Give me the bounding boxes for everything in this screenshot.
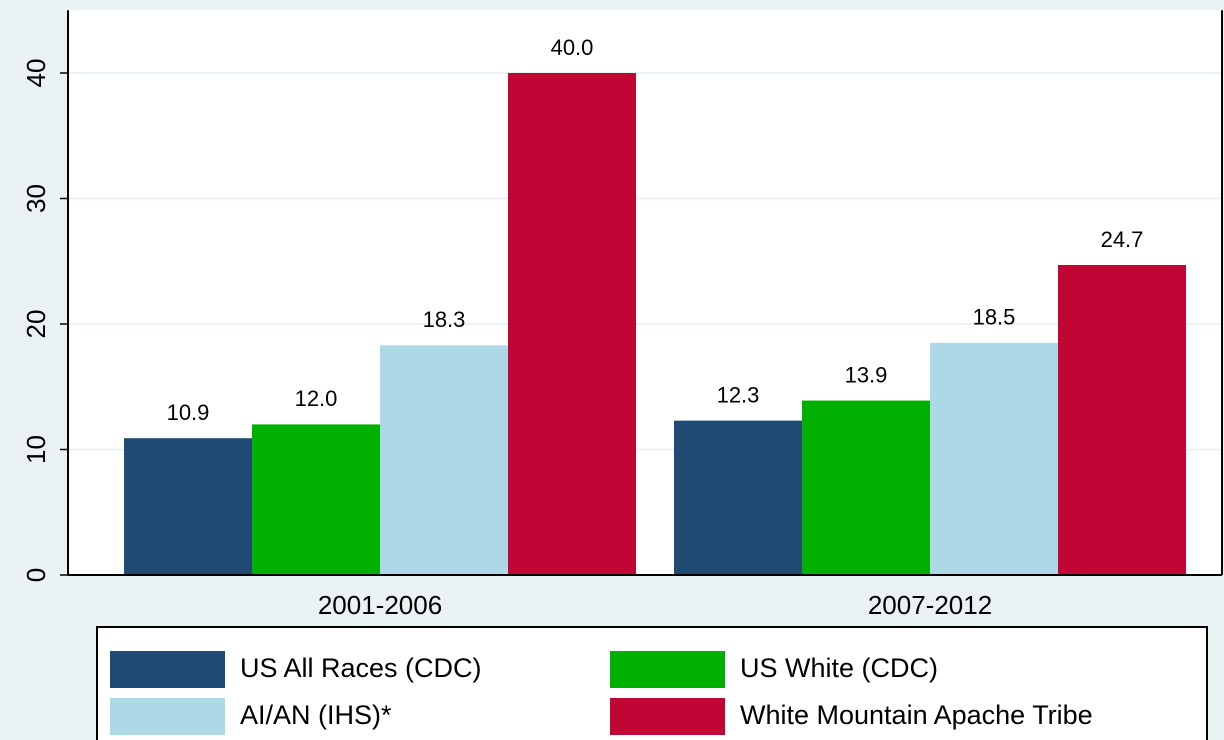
bar xyxy=(124,438,252,575)
value-label: 24.7 xyxy=(1101,227,1144,252)
legend-label: US All Races (CDC) xyxy=(240,653,482,683)
y-tick-label: 0 xyxy=(21,568,51,582)
bar xyxy=(380,345,508,575)
bar xyxy=(252,424,380,575)
bar xyxy=(508,73,636,575)
value-label: 12.3 xyxy=(717,382,760,407)
legend-swatch xyxy=(110,651,225,688)
y-tick-label: 40 xyxy=(21,59,51,88)
y-tick-label: 10 xyxy=(21,435,51,464)
value-label: 12.0 xyxy=(295,386,338,411)
x-tick-label: 2007-2012 xyxy=(868,590,992,620)
value-label: 18.5 xyxy=(973,305,1016,330)
y-tick-label: 30 xyxy=(21,184,51,213)
value-label: 13.9 xyxy=(845,362,888,387)
bar xyxy=(674,420,802,575)
y-tick-label: 20 xyxy=(21,310,51,339)
legend-label: US White (CDC) xyxy=(740,653,938,683)
bar xyxy=(1058,265,1186,575)
value-label: 10.9 xyxy=(167,400,210,425)
value-label: 18.3 xyxy=(423,307,466,332)
bar xyxy=(802,400,930,575)
legend-swatch xyxy=(610,651,725,688)
x-tick-label: 2001-2006 xyxy=(318,590,442,620)
bar xyxy=(930,342,1058,575)
legend-swatch xyxy=(110,698,225,735)
value-label: 40.0 xyxy=(551,35,594,60)
legend-label: White Mountain Apache Tribe xyxy=(740,700,1093,730)
legend-swatch xyxy=(610,698,725,735)
legend-label: AI/AN (IHS)* xyxy=(240,700,392,730)
